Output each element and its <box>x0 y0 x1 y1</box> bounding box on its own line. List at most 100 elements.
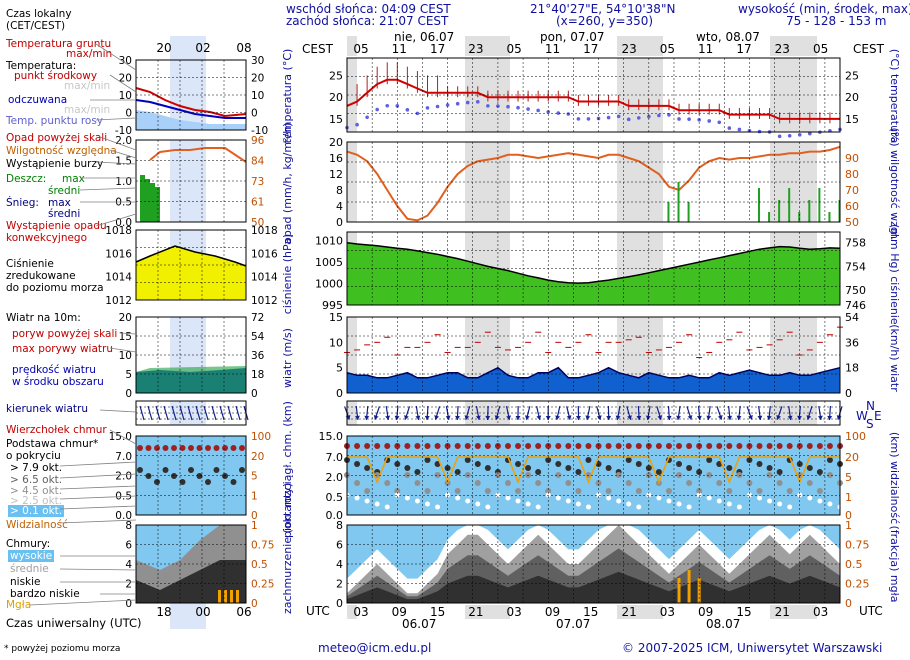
wind-direction-arrow <box>827 405 833 421</box>
wind-direction-arrow <box>515 405 521 421</box>
wind-arrow-head <box>566 415 572 420</box>
cloud-base-point <box>364 488 371 494</box>
footnote: * powyżej poziomu morza <box>4 644 121 654</box>
mini-tick-left: 0.5 <box>115 197 132 209</box>
legend-leader-line <box>59 461 137 467</box>
pressure-mmhg-tick: 754 <box>845 260 866 273</box>
dewpoint-point <box>717 120 722 125</box>
cloud-top-point <box>716 443 723 449</box>
cloud-base-point <box>787 504 793 510</box>
compass-s: S <box>866 417 874 431</box>
cloud-base-point <box>394 492 400 498</box>
mini-tick-right: 0.5 <box>251 559 268 571</box>
wind-arrow-head <box>354 415 360 420</box>
night-band-top-1 <box>465 36 510 56</box>
cloud-base-point <box>424 457 431 463</box>
wind-direction-arrow <box>656 406 663 420</box>
legend-okt45: > 4.5 okt. <box>10 485 63 497</box>
mini-cloud-top <box>137 445 143 451</box>
precip-tick: 0 <box>336 216 343 229</box>
dewpoint-point <box>506 104 510 109</box>
cloud-top-point <box>354 443 361 449</box>
mini-time-bottom: 18 <box>156 605 171 619</box>
legend-leader-line <box>59 485 137 490</box>
mini-temp-line <box>135 87 247 118</box>
dewpoint-point <box>486 104 490 108</box>
local-hour-label: 05 <box>507 42 522 56</box>
humidity-tick: 50 <box>845 216 859 229</box>
cloud-base-point <box>575 469 582 475</box>
cloud-top-point <box>605 443 612 449</box>
temp-tick-left: 25 <box>329 69 343 82</box>
mini-border-cc <box>135 524 247 604</box>
mini-cloud-top <box>171 445 177 451</box>
mini-border-dir <box>135 400 247 426</box>
cloudcover-tick: 8 <box>336 519 343 532</box>
cloud-base-point <box>706 457 713 463</box>
legend-okt01: > 0.1 okt. <box>8 505 65 517</box>
legend-pressure: Ciśnienie zredukowane do poziomu morza <box>6 258 104 294</box>
wind-direction-arrow <box>434 406 441 420</box>
cloud-base-point <box>465 498 471 504</box>
cloud-base-point <box>535 469 542 475</box>
contact-email[interactable]: meteo@icm.edu.pl <box>318 641 432 655</box>
cloud-base-point <box>595 480 602 486</box>
precip-tick: 4 <box>336 200 343 213</box>
cloud-base-point <box>807 495 813 501</box>
mini-time-bottom: 06 <box>236 605 251 619</box>
cloud-base-point <box>686 504 692 510</box>
legend-leader-line <box>95 43 137 71</box>
visibility-tick: 1 <box>845 491 852 504</box>
mini-time-bottom: 00 <box>195 605 210 619</box>
mini-tick-right: 10 <box>251 90 264 102</box>
fog-tick: 0 <box>845 597 852 610</box>
mini-tick-left: 0 <box>125 388 132 400</box>
cloud-base-point <box>495 492 501 498</box>
panel-border-dir <box>346 400 841 426</box>
wind-arrow-head <box>766 415 772 420</box>
dewpoint-point <box>787 133 792 138</box>
cloud-base-point <box>786 488 793 494</box>
wind-arrow-head <box>596 415 602 420</box>
wind-arrow-head <box>585 415 591 420</box>
cloud-top-point <box>464 443 471 449</box>
timezone-right-bottom: UTC <box>859 604 883 618</box>
cloud-top-point <box>525 443 532 449</box>
mini-tick-left: 10 <box>119 350 132 362</box>
day-bottom-1: 06.07 <box>402 617 437 631</box>
cloud-base-point <box>606 495 612 501</box>
panel-border-cloudbase <box>346 435 841 516</box>
cloud-base-point <box>767 498 773 504</box>
cloud-base-point <box>816 469 823 475</box>
cloud-top-point <box>374 443 381 449</box>
wind-arrow-head <box>515 415 521 420</box>
cloud-top-point <box>585 443 592 449</box>
legend-temp-maxmin: max/min <box>64 80 111 92</box>
wind-arrow-head <box>364 415 370 420</box>
mini-meteogram: 3020100-103020100-102.01.51.00.50.096847… <box>29 36 278 629</box>
wind-direction-arrow <box>475 406 481 420</box>
wind-direction-arrow <box>615 406 621 420</box>
panel-border-temp <box>346 57 841 133</box>
cloud-base-point <box>665 488 672 494</box>
cloudbase-tick: 7.0 <box>326 451 344 464</box>
wind-arrow-head <box>727 415 733 420</box>
vlow-cloud-area <box>347 571 840 603</box>
mini-tick-left: 6 <box>125 540 132 552</box>
dewpoint-point <box>385 103 390 108</box>
mini-pressure-area <box>136 246 246 300</box>
cloud-base-point <box>504 480 511 486</box>
night-band-bottom-0 <box>347 605 357 619</box>
utc-hour-label: 09 <box>392 605 407 619</box>
cloud-base-point <box>434 472 441 478</box>
legend-snow-max: max <box>48 197 71 209</box>
dewpoint-point <box>576 117 581 121</box>
cloud-top-point <box>565 443 572 449</box>
mini-tick-left: 0.0 <box>115 510 132 522</box>
legend-precip-above: Opad powyżej skali <box>6 132 108 144</box>
cloud-base-point <box>515 488 522 494</box>
mini-tick-right: 0 <box>251 510 258 522</box>
cloud-base-point <box>626 501 632 507</box>
dewpoint-point <box>667 113 671 117</box>
cloud-base-point <box>826 457 833 463</box>
